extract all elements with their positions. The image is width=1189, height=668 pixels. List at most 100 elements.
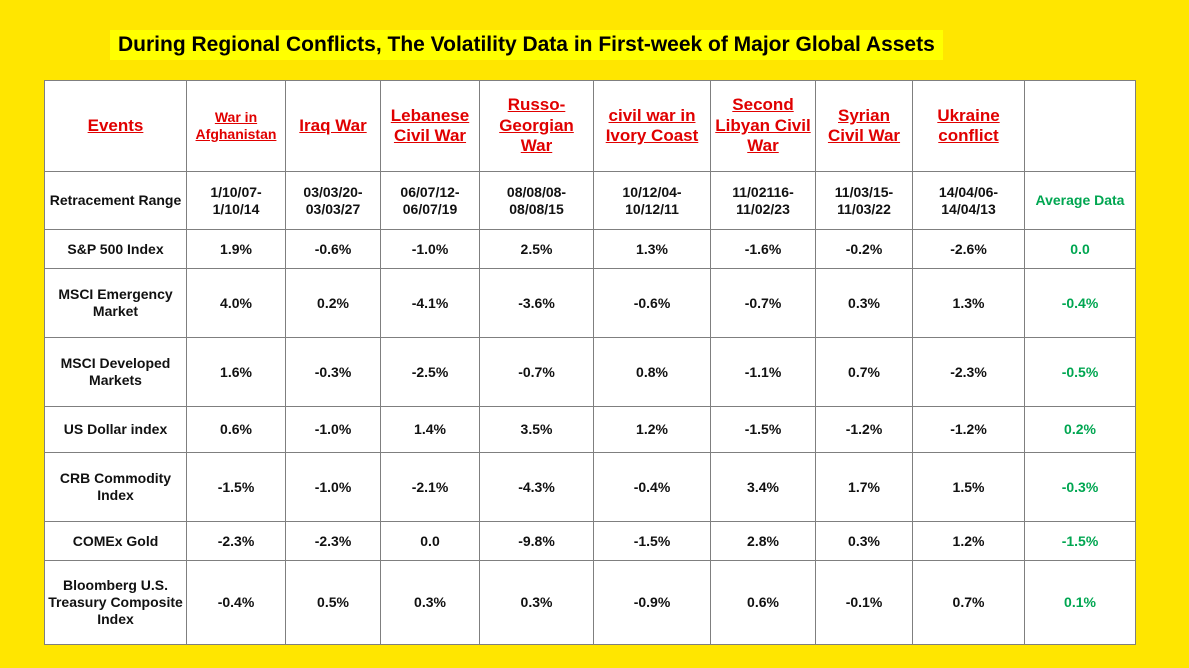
table-cell: 1.4% [381, 407, 480, 453]
average-cell: -0.3% [1025, 453, 1136, 522]
table-row: CRB Commodity Index -1.5% -1.0% -2.1% -4… [45, 453, 1136, 522]
header-event: Iraq War [286, 81, 381, 172]
table-cell: 3.4% [711, 453, 816, 522]
table-cell: -0.7% [480, 338, 594, 407]
volatility-table: Events War in Afghanistan Iraq War Leban… [44, 80, 1136, 645]
table-cell: -0.7% [711, 269, 816, 338]
table-cell: 0.3% [816, 269, 913, 338]
table-cell: 1.3% [594, 230, 711, 269]
average-cell: 0.1% [1025, 561, 1136, 645]
table-cell: 03/03/20-03/03/27 [286, 172, 381, 230]
header-event: Second Libyan Civil War [711, 81, 816, 172]
table-cell: -0.1% [816, 561, 913, 645]
table-row: S&P 500 Index 1.9% -0.6% -1.0% 2.5% 1.3%… [45, 230, 1136, 269]
row-label: US Dollar index [45, 407, 187, 453]
table-cell: 1.7% [816, 453, 913, 522]
table-cell: -2.3% [286, 522, 381, 561]
table-cell: 1.2% [594, 407, 711, 453]
row-label: COMEx Gold [45, 522, 187, 561]
table-cell: -0.4% [594, 453, 711, 522]
table-cell: 3.5% [480, 407, 594, 453]
table-cell: 0.0 [381, 522, 480, 561]
row-label: CRB Commodity Index [45, 453, 187, 522]
table-cell: 0.3% [816, 522, 913, 561]
table-cell: 2.5% [480, 230, 594, 269]
table-cell: -1.0% [286, 407, 381, 453]
table-row: MSCI Developed Markets 1.6% -0.3% -2.5% … [45, 338, 1136, 407]
table-row: COMEx Gold -2.3% -2.3% 0.0 -9.8% -1.5% 2… [45, 522, 1136, 561]
table-row: Bloomberg U.S. Treasury Composite Index … [45, 561, 1136, 645]
table-cell: -0.4% [187, 561, 286, 645]
table-cell: 0.7% [816, 338, 913, 407]
table-cell: -1.2% [816, 407, 913, 453]
table-cell: -2.1% [381, 453, 480, 522]
table-cell: 0.2% [286, 269, 381, 338]
table-cell: -1.0% [286, 453, 381, 522]
row-label: MSCI Developed Markets [45, 338, 187, 407]
table-cell: -0.9% [594, 561, 711, 645]
header-event: civil war in Ivory Coast [594, 81, 711, 172]
average-cell: -0.4% [1025, 269, 1136, 338]
table-cell: -2.5% [381, 338, 480, 407]
table-cell: -0.2% [816, 230, 913, 269]
row-label: MSCI Emergency Market [45, 269, 187, 338]
average-cell: 0.0 [1025, 230, 1136, 269]
table-cell: 0.6% [187, 407, 286, 453]
average-cell: -0.5% [1025, 338, 1136, 407]
header-empty [1025, 81, 1136, 172]
table-cell: -4.3% [480, 453, 594, 522]
table-cell: 0.6% [711, 561, 816, 645]
table-cell: -1.5% [711, 407, 816, 453]
table-cell: -1.5% [187, 453, 286, 522]
table-cell: 1.6% [187, 338, 286, 407]
header-events: Events [45, 81, 187, 172]
table-cell: 1.3% [913, 269, 1025, 338]
table-cell: -4.1% [381, 269, 480, 338]
header-event: Ukraine conflict [913, 81, 1025, 172]
table-cell: -1.6% [711, 230, 816, 269]
header-event: Syrian Civil War [816, 81, 913, 172]
table-cell: -3.6% [480, 269, 594, 338]
table-cell: 1.5% [913, 453, 1025, 522]
table-cell: -2.3% [913, 338, 1025, 407]
table-cell: 0.3% [381, 561, 480, 645]
retracement-row: Retracement Range 1/10/07-1/10/14 03/03/… [45, 172, 1136, 230]
table-cell: -1.1% [711, 338, 816, 407]
table-cell: -1.0% [381, 230, 480, 269]
table-cell: 1.2% [913, 522, 1025, 561]
table-cell: 0.5% [286, 561, 381, 645]
table-cell: 08/08/08-08/08/15 [480, 172, 594, 230]
table-cell: -0.6% [594, 269, 711, 338]
table-cell: -2.6% [913, 230, 1025, 269]
header-event: Lebanese Civil War [381, 81, 480, 172]
table-cell: 10/12/04-10/12/11 [594, 172, 711, 230]
table-cell: -1.5% [594, 522, 711, 561]
average-cell: -1.5% [1025, 522, 1136, 561]
table-row: MSCI Emergency Market 4.0% 0.2% -4.1% -3… [45, 269, 1136, 338]
header-event: Russo-Georgian War [480, 81, 594, 172]
row-label: S&P 500 Index [45, 230, 187, 269]
table-cell: -2.3% [187, 522, 286, 561]
title-banner: During Regional Conflicts, The Volatilit… [110, 30, 943, 60]
header-event: War in Afghanistan [187, 81, 286, 172]
table-cell: 0.7% [913, 561, 1025, 645]
table-cell: 1.9% [187, 230, 286, 269]
average-cell: 0.2% [1025, 407, 1136, 453]
header-row: Events War in Afghanistan Iraq War Leban… [45, 81, 1136, 172]
table-cell: 0.8% [594, 338, 711, 407]
table-cell: -1.2% [913, 407, 1025, 453]
table-cell: 11/03/15-11/03/22 [816, 172, 913, 230]
table-cell: 06/07/12-06/07/19 [381, 172, 480, 230]
table-cell: 2.8% [711, 522, 816, 561]
page-title: During Regional Conflicts, The Volatilit… [118, 33, 935, 57]
table-cell: -0.6% [286, 230, 381, 269]
table-cell: -9.8% [480, 522, 594, 561]
row-label: Bloomberg U.S. Treasury Composite Index [45, 561, 187, 645]
table-cell: 1/10/07-1/10/14 [187, 172, 286, 230]
row-label: Retracement Range [45, 172, 187, 230]
table-cell: 4.0% [187, 269, 286, 338]
table-row: US Dollar index 0.6% -1.0% 1.4% 3.5% 1.2… [45, 407, 1136, 453]
volatility-table-container: Events War in Afghanistan Iraq War Leban… [44, 80, 1135, 640]
table-cell: 0.3% [480, 561, 594, 645]
table-cell: 11/02116-11/02/23 [711, 172, 816, 230]
